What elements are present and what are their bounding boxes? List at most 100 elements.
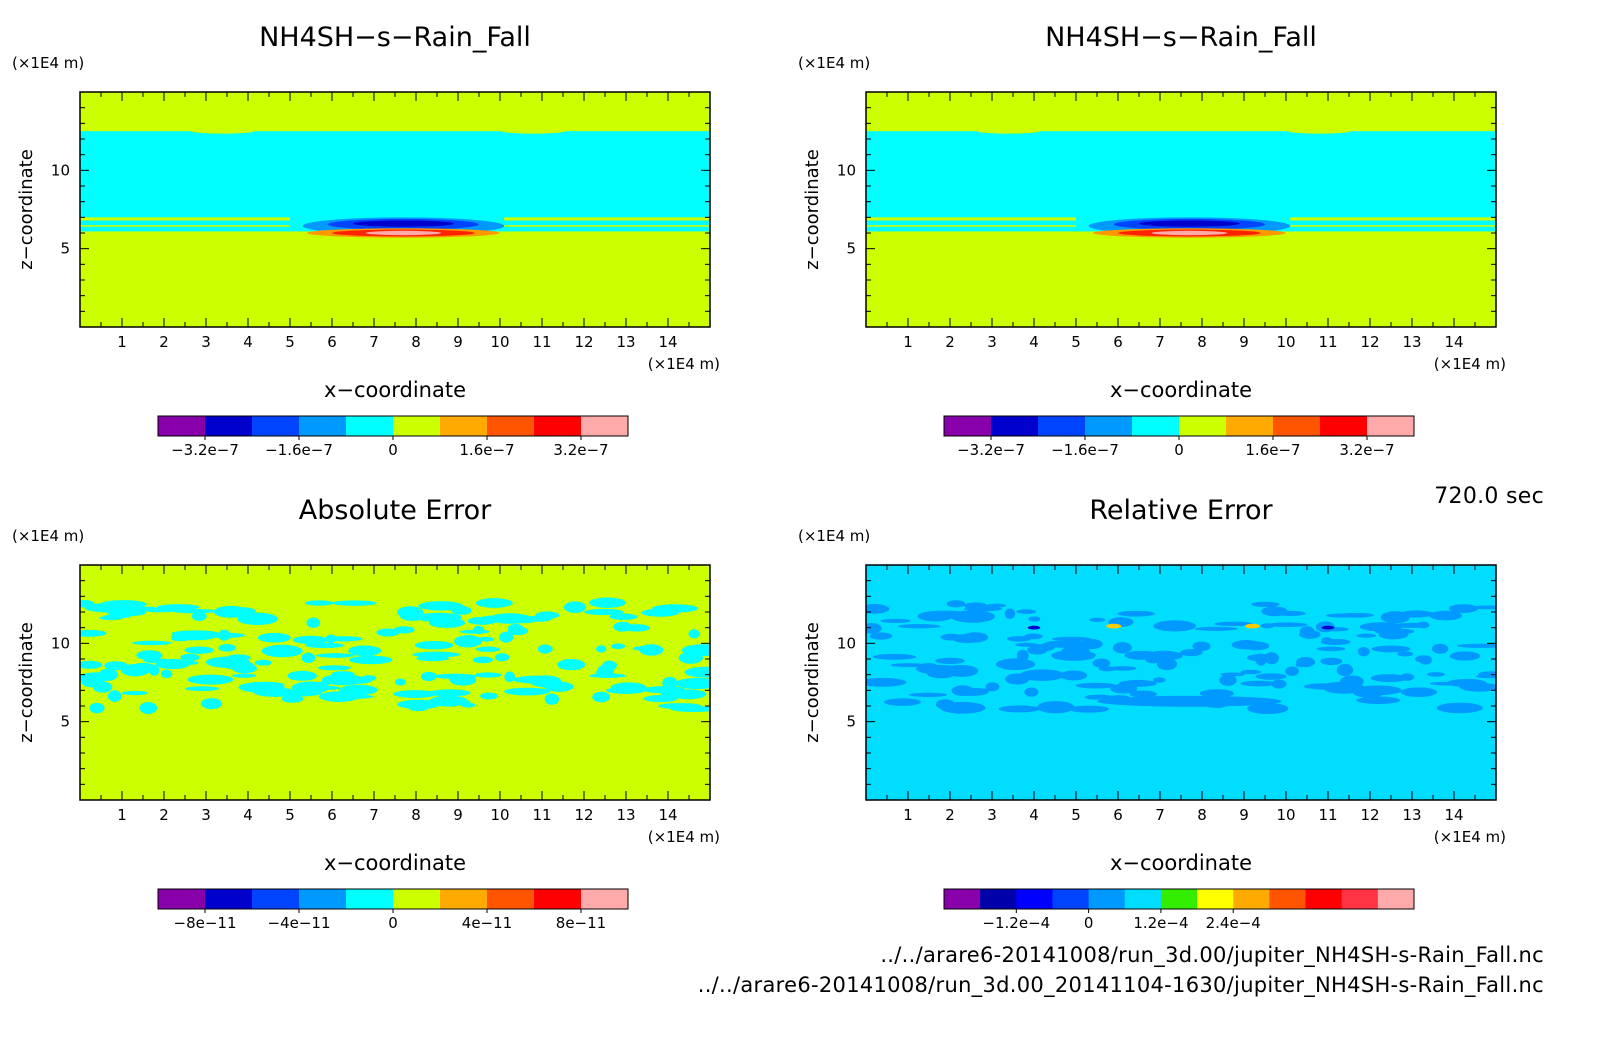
field-patch [1005,673,1030,685]
field-patch [325,634,337,643]
x-tick-label: 12 [1360,806,1379,824]
field-streak [1290,217,1496,221]
field-patch [1255,673,1287,680]
field-patch [1459,682,1496,692]
plot-area [866,565,1496,800]
plot-area [866,92,1496,327]
field-patch [1266,622,1308,628]
field-patch [107,690,122,702]
colorbar-swatch [346,889,394,909]
field-patch [1295,663,1307,668]
field-patch [1370,674,1408,683]
field-patch [683,679,710,686]
field-patch [1153,620,1196,632]
plot-area [80,565,710,800]
x-tick-label: 1 [117,806,127,824]
colorbar-label: 2.4e−4 [1206,914,1261,932]
field-blob [1244,623,1260,629]
colorbar-label: −8e−11 [174,914,237,932]
field-blob [365,230,442,236]
chart-title: Absolute Error [299,495,492,526]
field-patch [1431,643,1449,654]
colorbar-label: −1.2e−4 [982,914,1050,932]
colorbar-swatch [581,889,629,909]
field-streak [80,217,290,221]
field-patch [287,670,317,681]
field-band [866,131,1496,232]
field-patch [998,705,1041,713]
field-blob [1097,695,1282,707]
field-patch [316,653,355,658]
x-tick-label: 11 [1318,806,1337,824]
x-tick-label: 12 [574,806,593,824]
x-tick-label: 10 [1276,806,1295,824]
field-patch [428,617,466,628]
field-patch [606,686,646,694]
field-patch [89,702,105,714]
x-tick-label: 11 [532,333,551,351]
field-patch [475,598,513,608]
band-edge [191,128,255,134]
field-patch [1397,651,1414,657]
field-patch [1247,703,1289,715]
field-patch [257,632,291,643]
band-edge [502,128,566,134]
field-patch [1354,685,1402,696]
field-patch [589,597,626,608]
x-tick-label: 13 [616,333,635,351]
field-patch [592,691,611,703]
field-patch [1144,650,1183,661]
colorbar-label: 0 [1084,914,1094,932]
field-patch [1015,642,1038,647]
field-patch [584,608,624,616]
field-patch [513,675,561,684]
colorbar-label: −3.2e−7 [171,441,239,459]
x-tick-label: 4 [243,806,253,824]
x-tick-label: 5 [1071,806,1081,824]
y-axis-label: z−coordinate [802,622,823,743]
field-patch [80,660,103,669]
field-patch [1156,657,1178,671]
field-patch [304,600,334,606]
field-patch [1110,683,1138,694]
field-patch [187,674,234,685]
x-axis-label: x−coordinate [1110,378,1252,402]
colorbar-swatch [980,889,1017,909]
colorbar-swatch [487,416,535,436]
x-tick-label: 10 [490,333,509,351]
field-patch [1024,687,1039,697]
field-patch [393,690,438,698]
field-patch [1112,642,1132,654]
x-tick-label: 6 [1113,333,1123,351]
field-patch [869,632,893,640]
x-tick-label: 2 [159,806,169,824]
field-patch [397,699,442,709]
field-patch [1004,608,1016,620]
y-unit-label: (×1E4 m) [798,527,870,545]
field-patch [399,611,426,621]
field-patch [1092,658,1111,668]
field-patch [480,692,498,700]
x-tick-label: 13 [1402,806,1421,824]
chart-panel-4: Relative Error(×1E4 m)1 2 3 4 5 6 7 8 9 10 11 12 13 1… [798,495,1506,932]
field-patch [1084,694,1114,700]
field-patch [1240,680,1277,687]
field-patch [880,618,911,623]
field-patch [414,640,454,650]
field-blob [1106,623,1122,629]
colorbar-swatch [299,889,347,909]
field-patch [1478,671,1496,678]
x-tick-label: 12 [574,333,593,351]
field-patch [1129,690,1157,698]
colorbar-swatch [1320,416,1368,436]
field-patch [1371,645,1411,653]
x-tick-label: 13 [616,806,635,824]
field-patch [476,646,501,652]
field-patch [684,666,710,678]
field-patch [361,675,377,681]
field-patch [171,609,218,614]
colorbar: −8e−11 −4e−11 0 4e−11 8e−11 [157,888,629,932]
field-patch [84,603,133,613]
colorbar-swatch [1038,416,1086,436]
field-patch [222,661,255,670]
